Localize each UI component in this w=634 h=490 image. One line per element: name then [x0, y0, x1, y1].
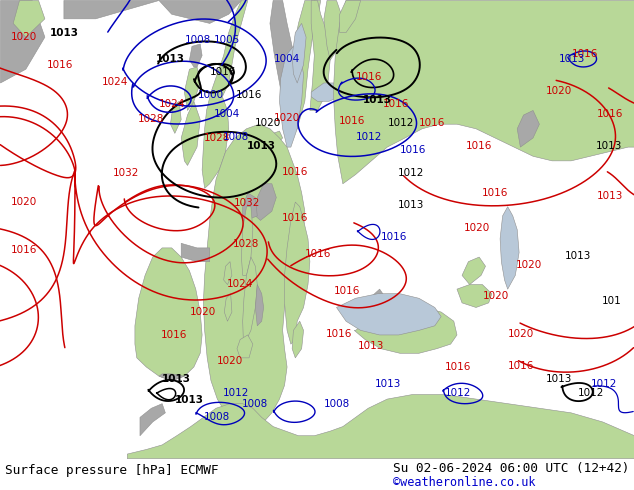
Text: 1020: 1020 [273, 113, 300, 123]
Text: 101: 101 [602, 296, 622, 306]
Text: 1013: 1013 [546, 374, 573, 384]
Text: 1020: 1020 [254, 118, 281, 128]
Text: 1013: 1013 [358, 341, 384, 351]
Text: 1008: 1008 [242, 399, 268, 409]
Text: 1016: 1016 [597, 109, 623, 119]
Text: 1020: 1020 [546, 86, 573, 96]
Text: 1016: 1016 [210, 68, 236, 77]
Text: 1016: 1016 [508, 361, 534, 370]
Text: 1008: 1008 [184, 35, 211, 45]
Text: 1008: 1008 [324, 399, 351, 409]
Text: 1016: 1016 [334, 286, 361, 296]
Text: 1016: 1016 [281, 167, 308, 177]
Text: ©weatheronline.co.uk: ©weatheronline.co.uk [393, 476, 536, 490]
Text: 1016: 1016 [381, 232, 408, 243]
Text: 1012: 1012 [444, 388, 471, 398]
Text: 1004: 1004 [214, 109, 240, 119]
Text: 1016: 1016 [481, 188, 508, 198]
Text: 1013: 1013 [155, 53, 184, 64]
Text: 1020: 1020 [216, 356, 243, 366]
Text: 1032: 1032 [234, 197, 261, 207]
Text: 1016: 1016 [465, 141, 492, 151]
Text: 1013: 1013 [565, 251, 592, 261]
Text: 1016: 1016 [400, 145, 427, 155]
Text: 1020: 1020 [508, 328, 534, 339]
Text: 1028: 1028 [138, 114, 164, 124]
Text: 1024: 1024 [159, 99, 186, 109]
Text: 1020: 1020 [516, 260, 543, 270]
Text: 1013: 1013 [174, 394, 204, 405]
Text: 1013: 1013 [398, 200, 424, 210]
Text: 1016: 1016 [444, 363, 471, 372]
Text: 1012: 1012 [356, 131, 382, 142]
Text: 1013: 1013 [559, 53, 585, 64]
Text: 1016: 1016 [339, 117, 365, 126]
Text: 1016: 1016 [11, 245, 37, 255]
Text: 1013: 1013 [597, 191, 623, 201]
Text: 1016: 1016 [571, 49, 598, 59]
Text: 1028: 1028 [204, 133, 230, 144]
Text: 1016: 1016 [235, 90, 262, 100]
Text: 1032: 1032 [112, 168, 139, 178]
Text: 1020: 1020 [11, 32, 37, 42]
Text: 1016: 1016 [281, 213, 308, 222]
Text: 1012: 1012 [223, 388, 249, 398]
Text: Su 02-06-2024 06:00 UTC (12+42): Su 02-06-2024 06:00 UTC (12+42) [393, 462, 630, 475]
Text: 1000: 1000 [197, 90, 224, 100]
Text: 1012: 1012 [398, 168, 424, 178]
Text: 1020: 1020 [11, 196, 37, 207]
Text: 1016: 1016 [326, 328, 353, 339]
Text: Surface pressure [hPa] ECMWF: Surface pressure [hPa] ECMWF [5, 464, 219, 477]
Text: 1024: 1024 [102, 77, 129, 88]
Text: 1005: 1005 [214, 35, 240, 45]
Text: 1013: 1013 [363, 95, 392, 105]
Text: 1013: 1013 [247, 141, 276, 151]
Text: 1012: 1012 [578, 388, 604, 398]
Text: 1013: 1013 [50, 28, 79, 38]
Text: 1013: 1013 [162, 374, 191, 384]
Text: 1024: 1024 [226, 279, 253, 289]
Text: 1013: 1013 [375, 379, 401, 389]
Text: 1013: 1013 [595, 141, 622, 151]
Text: 1028: 1028 [233, 239, 259, 249]
Text: 1004: 1004 [273, 53, 300, 64]
Text: 1016: 1016 [383, 99, 410, 109]
Text: 1016: 1016 [47, 60, 74, 70]
Text: 1012: 1012 [387, 118, 414, 128]
Text: 1016: 1016 [419, 118, 446, 128]
Text: 1016: 1016 [356, 72, 382, 82]
Text: 1016: 1016 [305, 249, 332, 259]
Text: 1016: 1016 [161, 330, 188, 341]
Text: 1008: 1008 [223, 131, 249, 142]
Text: 1020: 1020 [190, 307, 216, 317]
Text: 1012: 1012 [590, 379, 617, 389]
Text: 1008: 1008 [204, 412, 230, 422]
Text: 1020: 1020 [482, 291, 509, 300]
Text: 1020: 1020 [463, 223, 490, 233]
